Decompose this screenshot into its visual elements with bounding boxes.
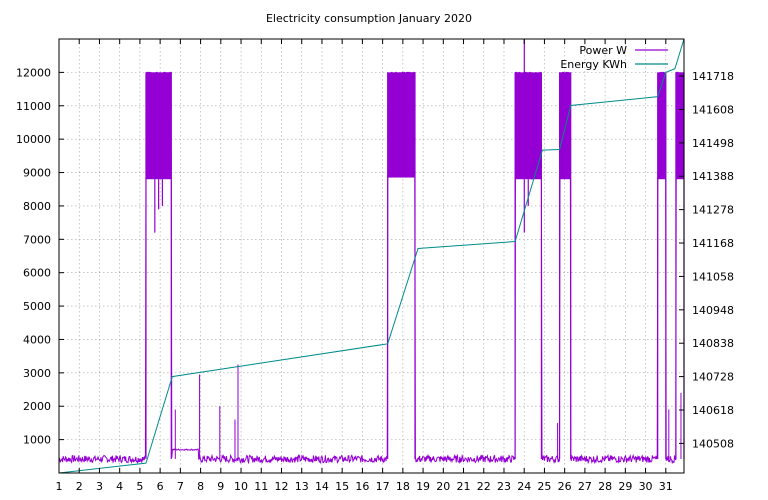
x-tick-label: 2 bbox=[76, 480, 83, 493]
x-tick-label: 21 bbox=[457, 480, 471, 493]
grid bbox=[59, 39, 684, 473]
y-left-tick-label: 11000 bbox=[16, 100, 51, 113]
x-tick-label: 29 bbox=[618, 480, 632, 493]
power-burst-band bbox=[387, 72, 415, 178]
x-axis: 1 2 3 4 5 6 7 8 9 10 11 12 13 14 15 16 17 18 19 20 21 22 23 24 2… bbox=[56, 39, 673, 493]
x-tick-label: 22 bbox=[477, 480, 491, 493]
x-tick-label: 8 bbox=[197, 480, 204, 493]
x-tick-label: 5 bbox=[136, 480, 143, 493]
energy-series bbox=[58, 38, 685, 474]
y-right-axis: 140508 140618 140728 140838 140948 141058 1411… bbox=[679, 70, 734, 450]
legend-label: Power W bbox=[579, 44, 627, 57]
y-right-tick-label: 140728 bbox=[692, 371, 734, 384]
x-tick-label: 12 bbox=[274, 480, 288, 493]
x-tick-label: 15 bbox=[335, 480, 349, 493]
y-right-tick-label: 140948 bbox=[692, 304, 734, 317]
power-burst-band bbox=[657, 72, 666, 180]
x-tick-label: 18 bbox=[396, 480, 410, 493]
x-tick-label: 6 bbox=[157, 480, 164, 493]
x-tick-label: 1 bbox=[56, 480, 63, 493]
y-left-tick-label: 10000 bbox=[16, 133, 51, 146]
x-tick-label: 30 bbox=[639, 480, 653, 493]
y-right-tick-label: 141718 bbox=[692, 70, 734, 83]
y-left-tick-label: 3000 bbox=[23, 367, 51, 380]
y-left-tick-label: 9000 bbox=[23, 167, 51, 180]
x-tick-label: 26 bbox=[558, 480, 572, 493]
y-right-tick-label: 140838 bbox=[692, 337, 734, 350]
x-tick-label: 27 bbox=[578, 480, 592, 493]
x-tick-label: 13 bbox=[295, 480, 309, 493]
x-tick-label: 16 bbox=[355, 480, 369, 493]
x-tick-label: 20 bbox=[436, 480, 450, 493]
x-tick-label: 10 bbox=[234, 480, 248, 493]
energy-line bbox=[58, 38, 685, 474]
x-tick-label: 19 bbox=[416, 480, 430, 493]
y-left-tick-label: 5000 bbox=[23, 300, 51, 313]
x-tick-label: 14 bbox=[315, 480, 329, 493]
y-right-tick-label: 141058 bbox=[692, 270, 734, 283]
power-burst-band bbox=[145, 72, 172, 180]
x-tick-label: 24 bbox=[517, 480, 531, 493]
y-left-tick-label: 8000 bbox=[23, 200, 51, 213]
power-burst-band bbox=[515, 72, 542, 180]
y-left-tick-label: 12000 bbox=[16, 66, 51, 79]
x-tick-label: 31 bbox=[659, 480, 673, 493]
y-left-tick-label: 1000 bbox=[23, 434, 51, 447]
plot-frame bbox=[58, 38, 685, 474]
x-tick-label: 25 bbox=[537, 480, 551, 493]
y-left-tick-label: 4000 bbox=[23, 333, 51, 346]
y-right-tick-label: 141498 bbox=[692, 137, 734, 150]
chart-title: Electricity consumption January 2020 bbox=[266, 12, 472, 25]
legend-label: Energy KWh bbox=[560, 58, 627, 71]
x-tick-label: 9 bbox=[217, 480, 224, 493]
y-left-tick-label: 6000 bbox=[23, 267, 51, 280]
y-right-tick-label: 141608 bbox=[692, 103, 734, 116]
y-left-tick-label: 2000 bbox=[23, 400, 51, 413]
x-tick-label: 7 bbox=[177, 480, 184, 493]
y-right-tick-label: 140508 bbox=[692, 437, 734, 450]
power-series bbox=[58, 39, 685, 465]
x-tick-label: 3 bbox=[96, 480, 103, 493]
x-tick-label: 17 bbox=[376, 480, 390, 493]
power-burst-band bbox=[675, 72, 684, 180]
y-right-tick-label: 141168 bbox=[692, 237, 734, 250]
x-tick-label: 11 bbox=[254, 480, 268, 493]
x-tick-label: 28 bbox=[598, 480, 612, 493]
y-left-axis: 1000 2000 3000 4000 5000 6000 7000 8000 9000 1000… bbox=[16, 66, 64, 447]
x-tick-label: 23 bbox=[497, 480, 511, 493]
x-tick-label: 4 bbox=[116, 480, 123, 493]
y-right-tick-label: 140618 bbox=[692, 404, 734, 417]
y-right-tick-label: 141278 bbox=[692, 204, 734, 217]
y-right-tick-label: 141388 bbox=[692, 170, 734, 183]
y-left-tick-label: 7000 bbox=[23, 233, 51, 246]
